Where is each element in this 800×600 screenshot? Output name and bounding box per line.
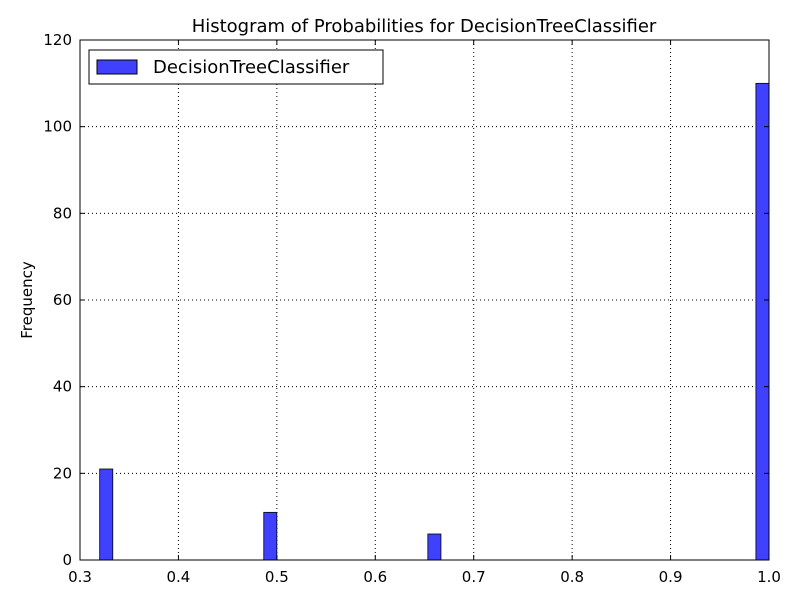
histogram-bar <box>263 511 278 561</box>
y-axis-label: Frequency <box>18 261 36 339</box>
histogram-bar <box>99 468 114 561</box>
bars <box>99 82 770 561</box>
legend-box <box>88 49 384 85</box>
histogram-bar <box>427 533 442 561</box>
x-tick-label: 0.8 <box>560 568 584 586</box>
x-tick-label: 0.4 <box>166 568 190 586</box>
chart-title: Histogram of Probabilities for DecisionT… <box>192 16 657 37</box>
legend-swatch <box>96 59 138 75</box>
y-tick-label: 100 <box>43 118 72 136</box>
x-tick-label: 0.3 <box>68 568 92 586</box>
grid <box>79 39 770 561</box>
y-tick-label: 40 <box>53 378 72 396</box>
y-tick-label: 80 <box>53 204 72 222</box>
histogram-bar <box>755 82 770 561</box>
legend: DecisionTreeClassifier <box>88 49 384 85</box>
x-tick-label: 1.0 <box>757 568 781 586</box>
x-tick-label: 0.9 <box>659 568 683 586</box>
y-tick-label: 60 <box>53 291 72 309</box>
ticks: 0.3 0.4 0.5 0.6 0.7 0.8 0.9 1.0 0 20 40 60 80 100 120 <box>43 31 781 586</box>
y-tick-label: 20 <box>53 464 72 482</box>
legend-label: DecisionTreeClassifier <box>153 57 350 78</box>
y-tick-label: 0 <box>62 551 72 569</box>
x-tick-label: 0.6 <box>363 568 387 586</box>
y-tick-label: 120 <box>43 31 72 49</box>
x-tick-label: 0.7 <box>462 568 486 586</box>
x-tick-label: 0.5 <box>265 568 289 586</box>
